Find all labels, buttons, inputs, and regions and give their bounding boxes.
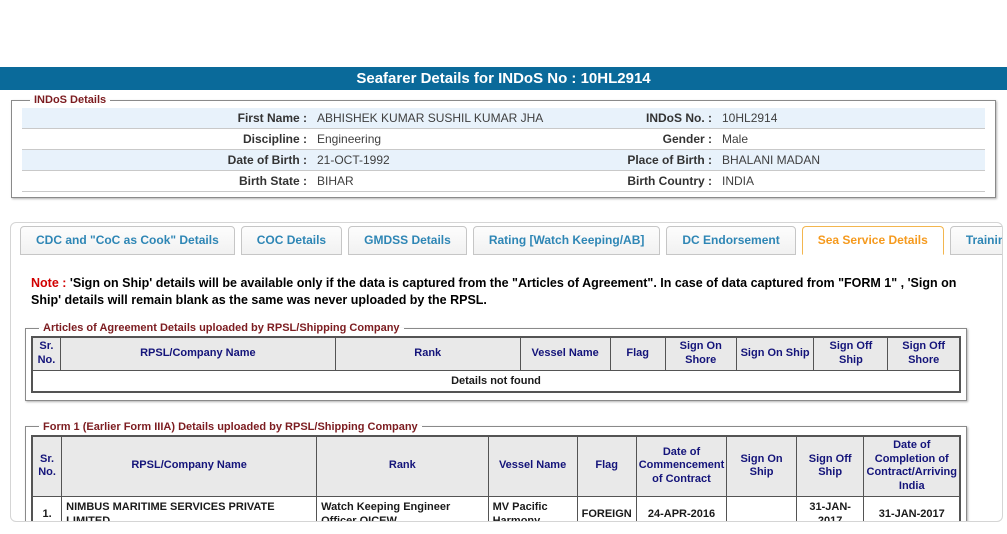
page-title: Seafarer Details for INDoS No : 10HL2914 [0, 67, 1007, 90]
column-header-sign-on-ship: Sign On Ship [735, 336, 815, 371]
cell-rank: Watch Keeping Engineer Officer OICEW [316, 495, 489, 521]
form1-fieldset: Form 1 (Earlier Form IIIA) Details uploa… [25, 420, 967, 521]
form1-data-row: 1. NIMBUS MARITIME SERVICES PRIVATE LIMI… [31, 495, 961, 521]
tab-sea-service-details[interactable]: Sea Service Details [801, 226, 944, 255]
column-header-flag: Flag [576, 435, 637, 497]
indos-details-fieldset: INDoS Details First Name : ABHISHEK KUMA… [11, 94, 996, 198]
first-name-label: First Name : [237, 111, 307, 125]
indos-no-label: INDoS No. : [646, 111, 712, 125]
form1-header-row: Sr. No. RPSL/Company Name Rank Vessel Na… [31, 435, 961, 497]
birth-state-value: BIHAR [317, 174, 354, 188]
column-header-sign-off-shore: Sign Off Shore [887, 336, 961, 371]
form1-table: Sr. No. RPSL/Company Name Rank Vessel Na… [31, 434, 961, 521]
sea-service-panel: CDC and "CoC as Cook" Details COC Detail… [10, 222, 1003, 522]
cell-company: NIMBUS MARITIME SERVICES PRIVATE LIMITED [61, 495, 318, 521]
indos-no-value: 10HL2914 [722, 111, 778, 125]
first-name-value: ABHISHEK KUMAR SUSHIL KUMAR JHA [317, 111, 544, 125]
tab-dc-endorsement[interactable]: DC Endorsement [666, 226, 796, 255]
form1-legend: Form 1 (Earlier Form IIIA) Details uploa… [43, 420, 418, 433]
tab-bar: CDC and "CoC as Cook" Details COC Detail… [11, 223, 1002, 255]
details-not-found-message: Details not found [31, 369, 961, 393]
tab-coc-details[interactable]: COC Details [240, 226, 343, 255]
gender-label: Gender : [662, 132, 712, 146]
column-header-vessel: Vessel Name [519, 336, 611, 371]
column-header-flag: Flag [609, 336, 666, 371]
articles-of-agreement-fieldset: Articles of Agreement Details uploaded b… [25, 322, 967, 401]
sign-on-ship-note: Note : 'Sign on Ship' details will be av… [31, 275, 963, 308]
cell-flag: FOREIGN [576, 495, 637, 521]
column-header-sr-no: Sr. No. [31, 336, 61, 371]
birth-country-label: Birth Country : [627, 174, 712, 188]
column-header-commencement-date: Date of Commencement of Contract [635, 435, 728, 497]
indos-details-table: First Name : ABHISHEK KUMAR SUSHIL KUMAR… [22, 108, 985, 192]
column-header-rank: Rank [316, 435, 489, 497]
cell-sign-off-ship: 31-JAN-2017 [795, 495, 865, 521]
articles-of-agreement-legend: Articles of Agreement Details uploaded b… [43, 322, 400, 334]
discipline-value: Engineering [317, 132, 382, 146]
place-of-birth-value: BHALANI MADAN [722, 153, 821, 167]
column-header-sign-on-shore: Sign On Shore [664, 336, 737, 371]
place-of-birth-label: Place of Birth : [627, 153, 712, 167]
indos-row: Date of Birth : 21-OCT-1992 Place of Bir… [22, 149, 985, 171]
tab-gmdss-details[interactable]: GMDSS Details [348, 226, 467, 255]
cell-completion-date: 31-JAN-2017 [863, 495, 961, 521]
articles-header-row: Sr. No. RPSL/Company Name Rank Vessel Na… [31, 336, 961, 371]
tab-cdc-coc-as-cook-details[interactable]: CDC and "CoC as Cook" Details [20, 226, 235, 255]
birth-country-value: INDIA [722, 174, 755, 188]
column-header-sign-on-ship: Sign On Ship [726, 435, 797, 497]
column-header-company: RPSL/Company Name [61, 435, 318, 497]
note-text: 'Sign on Ship' details will be available… [31, 276, 957, 307]
note-label: Note : [31, 276, 67, 290]
gender-value: Male [722, 132, 749, 146]
indos-row: Discipline : Engineering Gender : Male [22, 129, 985, 150]
cell-commencement-date: 24-APR-2016 [635, 495, 728, 521]
tab-training-details[interactable]: Training Details [949, 226, 1002, 255]
indos-row: Birth State : BIHAR Birth Country : INDI… [22, 171, 985, 192]
tab-content: Note : 'Sign on Ship' details will be av… [11, 255, 1002, 521]
cell-vessel: MV Pacific Harmony [487, 495, 578, 521]
cell-sign-on-ship [726, 495, 797, 521]
tab-rating-watch-keeping-ab[interactable]: Rating [Watch Keeping/AB] [472, 226, 661, 255]
column-header-vessel: Vessel Name [487, 435, 578, 497]
indos-details-legend: INDoS Details [34, 94, 107, 106]
cell-sr-no: 1. [31, 495, 63, 521]
articles-empty-row: Details not found [31, 369, 961, 393]
column-header-sign-off-ship: Sign Off Ship [813, 336, 889, 371]
column-header-completion-date: Date of Completion of Contract/Arriving … [863, 435, 961, 497]
date-of-birth-label: Date of Birth : [227, 153, 307, 167]
discipline-label: Discipline : [242, 132, 307, 146]
articles-table: Sr. No. RPSL/Company Name Rank Vessel Na… [31, 336, 961, 393]
column-header-rank: Rank [334, 336, 521, 371]
column-header-sign-off-ship: Sign Off Ship [795, 435, 865, 497]
birth-state-label: Birth State : [238, 174, 307, 188]
column-header-company: RPSL/Company Name [59, 336, 336, 371]
column-header-sr-no: Sr. No. [31, 435, 63, 497]
indos-row: First Name : ABHISHEK KUMAR SUSHIL KUMAR… [22, 108, 985, 129]
date-of-birth-value: 21-OCT-1992 [317, 153, 390, 167]
